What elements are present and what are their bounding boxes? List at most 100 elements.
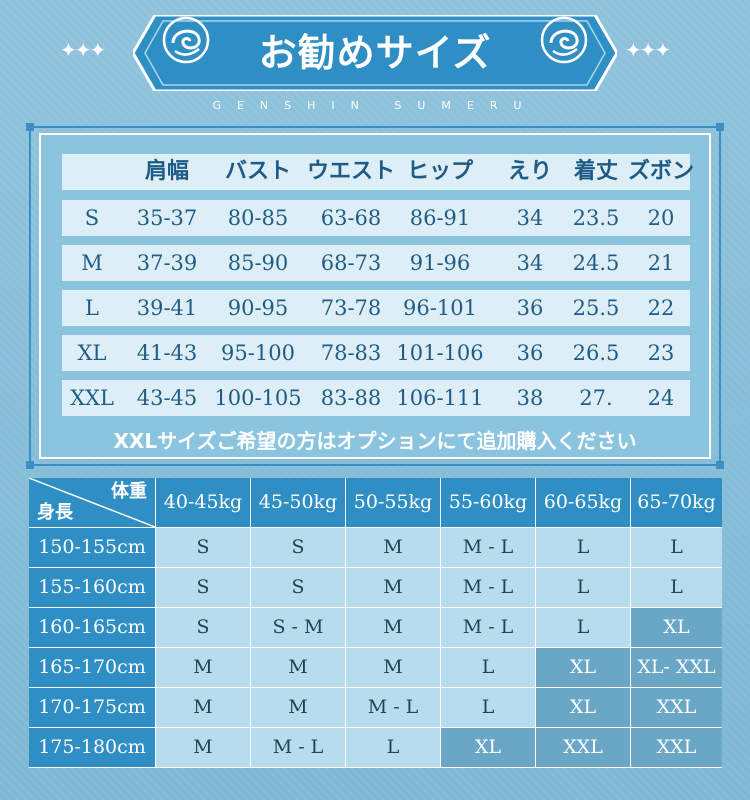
anemo-swirl-icon-left xyxy=(162,16,210,64)
recommended-size-cell: L xyxy=(536,568,630,607)
size-chart-cell: 39-41 xyxy=(136,296,198,320)
size-chart-cell: 80-85 xyxy=(227,206,289,230)
title-banner: お勧めサイズ xyxy=(133,15,617,91)
recommended-size-cell: XXL xyxy=(631,688,722,727)
recommended-size-cell: L xyxy=(536,528,630,567)
size-chart-cell: 25.5 xyxy=(572,296,620,320)
page-subtitle: GENSHIN SUMERU xyxy=(212,99,538,112)
sparkle-right: ✦✦✦ xyxy=(625,38,671,62)
frame-corner xyxy=(26,123,34,131)
size-chart-cell: 83-88 xyxy=(320,386,382,410)
recommended-size-cell: S xyxy=(156,528,250,567)
size-chart-column-header: 肩幅 xyxy=(144,159,189,184)
recommended-size-cell: M xyxy=(346,648,440,687)
frame-corner xyxy=(26,461,34,469)
size-chart-cell: 23 xyxy=(647,341,675,365)
recommended-size-cell: M xyxy=(346,608,440,647)
height-row-label: 150-155cm xyxy=(29,528,155,567)
recommended-size-cell: M - L xyxy=(441,568,535,607)
recommended-size-cell: M - L xyxy=(441,608,535,647)
size-chart-cell: 91-96 xyxy=(409,251,471,275)
recommended-size-cell: L xyxy=(346,728,440,767)
size-chart-column-header: バスト xyxy=(224,159,291,184)
recommended-size-cell: L xyxy=(631,528,722,567)
height-label: 身長 xyxy=(37,502,73,523)
height-row-label: 155-160cm xyxy=(29,568,155,607)
size-chart-cell: 23.5 xyxy=(572,206,620,230)
size-chart-cell: 100-105 xyxy=(214,386,302,410)
size-label: XL xyxy=(77,341,107,365)
diagonal-divider xyxy=(29,478,155,527)
weight-column-header: 55-60kg xyxy=(441,478,535,527)
recommended-size-cell: XXL xyxy=(631,728,722,767)
size-chart-cell: 21 xyxy=(647,251,675,275)
size-chart-frame xyxy=(29,126,721,466)
anemo-swirl-icon-right xyxy=(540,16,588,64)
size-chart-cell: 24 xyxy=(647,386,675,410)
size-chart-cell: 38 xyxy=(516,386,544,410)
recommend-table: 体重 身長 40-45kg 45-50kg 50-55kg 55-60kg 60-65kg 6… xyxy=(29,478,722,768)
size-chart-cell: 36 xyxy=(516,341,544,365)
recommended-size-cell: M xyxy=(251,688,345,727)
recommended-size-cell: M xyxy=(346,528,440,567)
recommended-size-cell: XL xyxy=(631,608,722,647)
weight-column-header: 50-55kg xyxy=(346,478,440,527)
recommended-size-cell: S - M xyxy=(251,608,345,647)
size-chart-cell: 41-43 xyxy=(136,341,198,365)
size-chart-cell: 26.5 xyxy=(572,341,620,365)
size-chart-cell: 37-39 xyxy=(136,251,198,275)
weight-column-header: 40-45kg xyxy=(156,478,250,527)
size-chart-column-header: ウエスト xyxy=(306,159,395,184)
recommended-size-cell: M - L xyxy=(251,728,345,767)
weight-height-corner-cell: 体重身長 xyxy=(29,478,155,527)
size-chart-row xyxy=(62,380,690,416)
height-row-label: 170-175cm xyxy=(29,688,155,727)
height-row-label: 160-165cm xyxy=(29,608,155,647)
size-chart-column-header: ズボン xyxy=(627,159,694,184)
size-label: S xyxy=(84,206,100,230)
size-chart-cell: 34 xyxy=(516,206,544,230)
recommended-size-cell: S xyxy=(251,528,345,567)
recommended-size-cell: M xyxy=(156,688,250,727)
recommended-size-cell: XXL xyxy=(536,728,630,767)
size-chart-cell: 78-83 xyxy=(320,341,382,365)
size-chart-row xyxy=(62,245,690,281)
size-chart-cell: 90-95 xyxy=(227,296,289,320)
recommended-size-cell: M - L xyxy=(346,688,440,727)
size-chart-cell: 34 xyxy=(516,251,544,275)
size-chart-cell: 95-100 xyxy=(221,341,295,365)
size-chart-cell: 96-101 xyxy=(403,296,477,320)
size-chart-header-row xyxy=(62,154,690,190)
recommended-size-cell: S xyxy=(156,608,250,647)
recommended-size-cell: L xyxy=(441,688,535,727)
recommended-size-cell: M xyxy=(251,648,345,687)
frame-corner xyxy=(716,123,724,131)
weight-column-header: 60-65kg xyxy=(536,478,630,527)
weight-column-header: 45-50kg xyxy=(251,478,345,527)
recommended-size-cell: L xyxy=(441,648,535,687)
size-chart-cell: 85-90 xyxy=(227,251,289,275)
size-chart-column-header: ヒップ xyxy=(406,159,473,184)
recommended-size-cell: XL- XXL xyxy=(631,648,722,687)
recommended-size-cell: XL xyxy=(536,688,630,727)
recommended-size-cell: XL xyxy=(441,728,535,767)
size-chart-cell: 20 xyxy=(647,206,675,230)
recommended-size-cell: S xyxy=(156,568,250,607)
recommended-size-cell: L xyxy=(536,608,630,647)
recommended-size-cell: S xyxy=(251,568,345,607)
size-label: XXL xyxy=(70,386,114,410)
size-chart-cell: 43-45 xyxy=(136,386,198,410)
height-row-label: 175-180cm xyxy=(29,728,155,767)
size-chart-row xyxy=(62,200,690,236)
recommended-size-cell: M xyxy=(346,568,440,607)
weight-label: 体重 xyxy=(111,481,147,502)
size-chart-cell: 35-37 xyxy=(136,206,198,230)
recommended-size-cell: M - L xyxy=(441,528,535,567)
frame-corner xyxy=(716,461,724,469)
size-chart-cell: 106-111 xyxy=(396,386,484,410)
recommended-size-cell: M xyxy=(156,648,250,687)
size-chart-cell: 68-73 xyxy=(320,251,382,275)
size-chart-cell: 27. xyxy=(579,386,613,410)
recommended-size-cell: XL xyxy=(536,648,630,687)
size-chart-cell: 22 xyxy=(647,296,675,320)
